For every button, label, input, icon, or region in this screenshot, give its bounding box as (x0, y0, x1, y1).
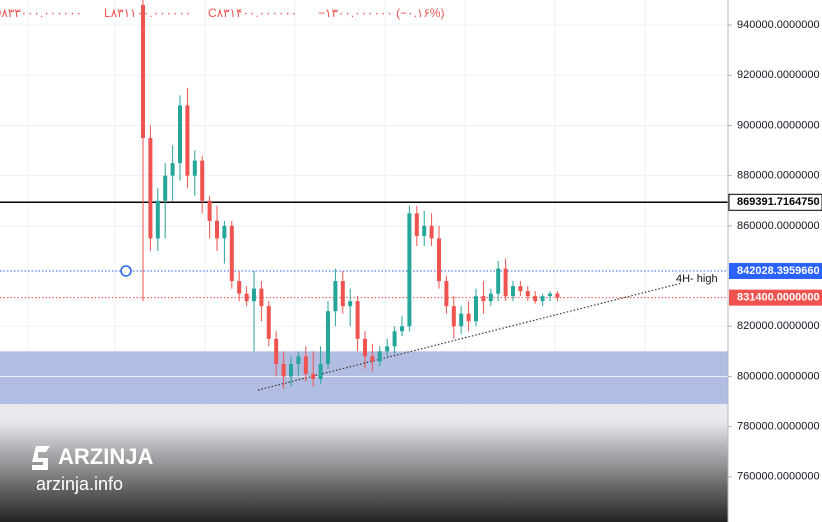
site: arzinja.info (36, 474, 123, 494)
candle-body (333, 281, 338, 312)
candle-body (444, 281, 449, 307)
candle-body (266, 306, 271, 339)
candle-body (289, 363, 293, 377)
brand: ARZINJA (58, 444, 153, 469)
y-tick-label: 920000.0000000 (737, 69, 820, 81)
candle-body (392, 331, 397, 347)
candle-body (311, 373, 316, 379)
candle-body (178, 105, 182, 164)
y-tick-label: 780000.0000000 (737, 421, 820, 433)
marker (120, 265, 132, 277)
candle-body (385, 346, 390, 352)
candle-body (185, 105, 190, 176)
y-tick-label: 800000.0000000 (737, 370, 820, 382)
candle-body (229, 225, 234, 282)
y-tick-label: 760000.0000000 (737, 471, 820, 483)
candle-body (281, 363, 286, 377)
candle-body (481, 296, 486, 302)
candle-body (222, 225, 227, 239)
candle-body (377, 351, 382, 362)
candle-body (141, 5, 145, 139)
candle-body (303, 356, 308, 374)
ohlc-legend: −۱۳۰۰.۰۰۰۰۰۰ (−۰.۱۶%) (318, 6, 444, 20)
candle-body (259, 288, 264, 307)
candle-body (503, 268, 508, 297)
candle-body (429, 225, 434, 239)
candle-body (163, 175, 168, 201)
candle-body (422, 225, 427, 236)
candle-body (237, 281, 242, 294)
candle-body (400, 326, 404, 332)
candle-body (474, 296, 478, 322)
level-label: 831400.0000000 (737, 292, 820, 304)
candle-body (355, 301, 360, 339)
y-tick-label: 900000.0000000 (737, 119, 820, 131)
candle-body (252, 288, 256, 302)
price-axis (728, 0, 822, 522)
candle-body (459, 313, 464, 327)
level-label-bg (729, 289, 822, 306)
candle-body (244, 293, 249, 302)
watermark-shade (0, 420, 728, 522)
candle-body (207, 200, 212, 221)
candle-body (540, 296, 545, 302)
level-label-bg (729, 262, 822, 279)
candle-body (407, 213, 412, 327)
candle-body (533, 296, 538, 302)
candle-body (192, 160, 197, 176)
candle-body (296, 356, 301, 364)
candle-body (348, 301, 353, 307)
y-tick-label: 880000.0000000 (737, 170, 820, 182)
annotation: 4H- high (676, 273, 718, 285)
candle-body (451, 306, 456, 327)
candle-body (215, 220, 219, 239)
y-tick-label: 860000.0000000 (737, 220, 820, 232)
candle-body (370, 356, 375, 362)
ohlc-legend: L۸۳۱۱۰۰.۰۰۰۰۰۰ (104, 6, 191, 20)
level-label-bg (728, 193, 822, 211)
level-label: 842028.3959660 (737, 265, 820, 277)
candle-body (414, 213, 419, 236)
candle-body (274, 338, 279, 364)
candle-body (466, 313, 471, 322)
ohlc-legend: O۸۳۳۰۰۰.۰۰۰۰۰۰ (0, 6, 82, 20)
candle-body (155, 200, 160, 239)
candle-body (555, 293, 560, 298)
candle-body (548, 293, 552, 297)
candle-body (326, 311, 330, 364)
ohlc-legend: C۸۳۱۴۰۰.۰۰۰۰۰۰ (208, 6, 297, 20)
vertical-grid (27, 0, 646, 522)
zone (0, 351, 728, 405)
brand-logo (32, 446, 50, 470)
level-label: 869391.7164750 (737, 196, 820, 208)
trend-line (257, 282, 683, 391)
candle-body (437, 238, 441, 282)
candle-body (363, 338, 367, 357)
candle-body (318, 363, 323, 379)
candle-body (200, 160, 205, 201)
candle-body (511, 286, 515, 297)
y-tick-label: 820000.0000000 (737, 320, 820, 332)
candle-body (340, 281, 345, 307)
candle-body (518, 286, 523, 292)
candle-body (488, 293, 493, 302)
y-tick-label: 940000.0000000 (737, 19, 820, 31)
candle-body (496, 268, 501, 294)
candle-body (525, 291, 530, 297)
candle-body (148, 138, 153, 239)
candle-body (170, 163, 175, 176)
